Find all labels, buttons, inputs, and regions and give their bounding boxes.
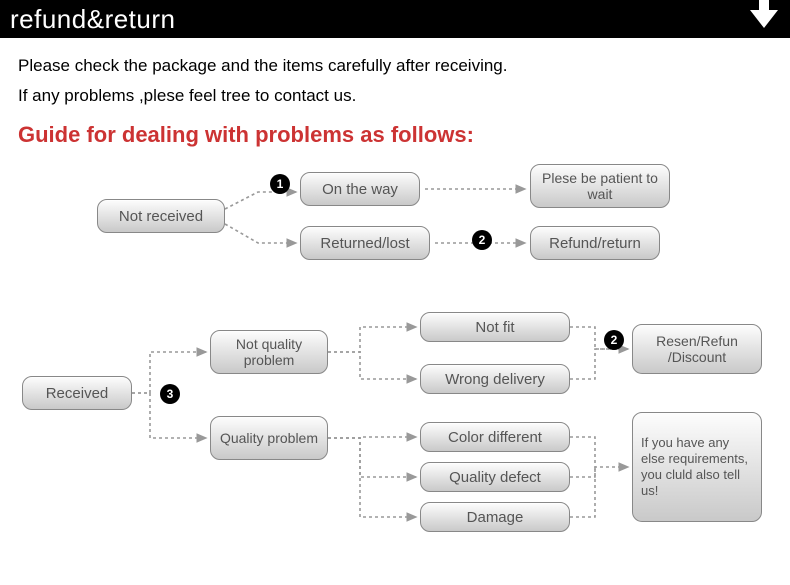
header-bar: refund&return <box>0 0 790 38</box>
node-color_diff: Color different <box>420 422 570 452</box>
intro-block: Please check the package and the items c… <box>0 38 790 122</box>
node-not_fit: Not fit <box>420 312 570 342</box>
node-quality: Quality problem <box>210 416 328 460</box>
edge-color_diff-else_req <box>570 437 628 467</box>
node-on_the_way: On the way <box>300 172 420 206</box>
intro-line-1: Please check the package and the items c… <box>18 56 772 76</box>
edge-quality-damage <box>328 438 416 517</box>
edge-quality-quality_defect <box>328 438 416 477</box>
intro-line-2: If any problems ,plese feel tree to cont… <box>18 86 772 106</box>
edge-not_received-on_the_way <box>225 192 296 209</box>
edge-quality-color_diff <box>328 437 416 438</box>
edge-quality_defect-else_req <box>570 467 595 477</box>
edge-not_quality-wrong_delivery <box>328 352 416 379</box>
edge-not_received-returned_lost <box>225 224 296 243</box>
edge-wrong_delivery-resen <box>570 349 628 379</box>
node-quality_defect: Quality defect <box>420 462 570 492</box>
badge-3: 2 <box>604 330 624 350</box>
badge-1: 2 <box>472 230 492 250</box>
header-title: refund&return <box>10 4 175 35</box>
arrow-down-icon <box>750 10 778 28</box>
node-received: Received <box>22 376 132 410</box>
edge-not_quality-not_fit <box>328 327 416 352</box>
node-resen: Resen/Refun /Discount <box>632 324 762 374</box>
guide-title: Guide for dealing with problems as follo… <box>0 122 790 154</box>
edge-damage-else_req <box>570 467 595 517</box>
badge-2: 3 <box>160 384 180 404</box>
node-damage: Damage <box>420 502 570 532</box>
node-not_quality: Not quality problem <box>210 330 328 374</box>
node-refund_return: Refund/return <box>530 226 660 260</box>
node-wrong_delivery: Wrong delivery <box>420 364 570 394</box>
node-returned_lost: Returned/lost <box>300 226 430 260</box>
node-not_received: Not received <box>97 199 225 233</box>
flowchart-canvas: Not received On the way Plese be patient t… <box>0 154 790 584</box>
node-patient: Plese be patient to wait <box>530 164 670 208</box>
badge-0: 1 <box>270 174 290 194</box>
node-else_req: If you have any else requirements, you c… <box>632 412 762 522</box>
